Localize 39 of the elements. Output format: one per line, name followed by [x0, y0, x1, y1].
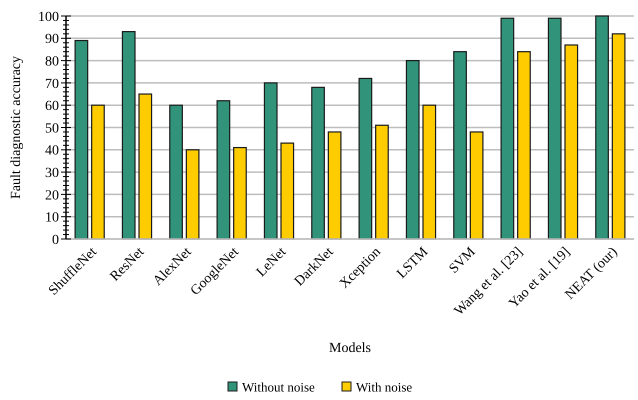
legend-label: With noise [356, 380, 412, 395]
bar [564, 44, 578, 240]
y-tick-label: 60 [45, 99, 59, 114]
y-tick-label: 20 [45, 188, 59, 204]
y-tick-label: 80 [45, 54, 59, 70]
y-tick-label: 100 [38, 10, 59, 25]
bar [470, 131, 484, 240]
bar [548, 18, 562, 240]
y-axis-title: Fault diagnostic accuracy [9, 56, 24, 200]
bar [74, 40, 88, 240]
bar [233, 146, 247, 240]
bar [264, 82, 278, 240]
bar [169, 104, 183, 240]
bar [311, 86, 325, 240]
y-tick-label: 90 [45, 32, 59, 48]
bar [358, 78, 372, 240]
bar [122, 31, 136, 240]
y-tick-label: 40 [45, 144, 59, 159]
bar [500, 18, 514, 240]
bar [186, 149, 200, 240]
y-tick-label: 30 [45, 166, 59, 181]
bar [453, 51, 467, 240]
bar [328, 131, 342, 240]
bar [595, 15, 609, 240]
x-axis-title: Models [329, 341, 371, 356]
y-tick-label: 10 [45, 210, 59, 226]
bar [138, 93, 152, 240]
bar [216, 100, 230, 240]
legend-label: Without noise [242, 380, 316, 395]
bar [406, 60, 420, 240]
y-tick-label: 50 [45, 121, 59, 136]
bar [517, 51, 531, 240]
bar [280, 142, 294, 240]
bar [422, 104, 436, 240]
y-tick-label: 70 [45, 76, 59, 92]
bar [375, 124, 389, 240]
bar [612, 33, 626, 240]
y-tick-label: 0 [52, 232, 59, 248]
bar [91, 104, 105, 240]
